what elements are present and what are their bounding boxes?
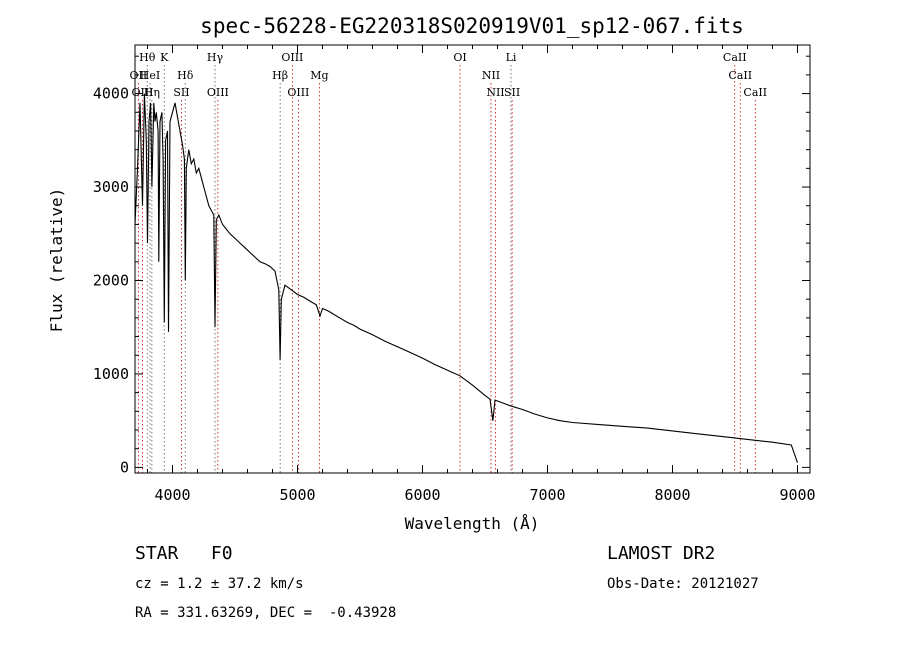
x-tick-label: 9000 — [779, 486, 815, 504]
spectral-line-label: Mg — [310, 69, 328, 82]
y-tick-label: 3000 — [93, 178, 129, 196]
y-axis: 0 1000 2000 3000 4000 — [93, 55, 810, 476]
x-axis-label: Wavelength (Å) — [405, 514, 540, 533]
spectral-line-label: Li — [506, 51, 517, 64]
x-tick-label: 7000 — [529, 486, 565, 504]
y-tick-label: 4000 — [93, 85, 129, 103]
spectral-line-label: Hη — [144, 86, 160, 99]
plot-frame — [134, 44, 811, 474]
spectral-line-label: NII — [482, 69, 500, 82]
spectral-line-label: OIII — [131, 86, 153, 99]
chart-title: spec-56228-EG220318S020919V01_sp12-067.f… — [200, 14, 744, 38]
spectral-line-label: SII — [504, 86, 520, 99]
redshift-readout: cz = 1.2 ± 37.2 km/s — [135, 576, 304, 592]
x-tick-label: 5000 — [279, 486, 315, 504]
spectral-line-label: Hθ — [139, 51, 156, 64]
spectral-line-label: CaII — [743, 86, 767, 99]
spectral-line-label: Hβ — [272, 69, 288, 82]
spectrum-line — [134, 93, 799, 463]
spectral-line-label: Hγ — [207, 51, 224, 64]
spectral-line-label: OIII — [207, 86, 229, 99]
y-tick-label: 0 — [120, 458, 129, 476]
x-tick-label: 4000 — [154, 486, 190, 504]
spectral-line-label: Hδ — [177, 69, 194, 82]
coordinates-readout: RA = 331.63269, DEC = -0.43928 — [135, 605, 397, 621]
spectral-line-label: SII — [173, 86, 189, 99]
spectral-line-label: HeI — [140, 69, 160, 82]
spectral-line-label: OIII — [287, 86, 309, 99]
x-tick-label: 8000 — [654, 486, 690, 504]
object-class: STAR F0 — [135, 543, 233, 564]
y-axis-label: Flux (relative) — [47, 188, 66, 333]
x-tick-label: 6000 — [404, 486, 440, 504]
spectral-line-label: OII — [130, 69, 148, 82]
y-tick-label: 1000 — [93, 365, 129, 383]
spectral-line-label: OIII — [281, 51, 303, 64]
spectral-line-label: CaII — [723, 51, 747, 64]
observation-date: Obs-Date: 20121027 — [607, 576, 759, 592]
y-tick-label: 2000 — [93, 271, 129, 289]
spectral-line-label: K — [160, 51, 169, 64]
spectral-line-label: NII — [486, 86, 504, 99]
x-axis: 4000 5000 6000 7000 8000 9000 — [147, 45, 816, 504]
spectral-line-label: OI — [453, 51, 466, 64]
spectral-line-label: CaII — [728, 69, 752, 82]
survey-name: LAMOST DR2 — [607, 543, 716, 564]
